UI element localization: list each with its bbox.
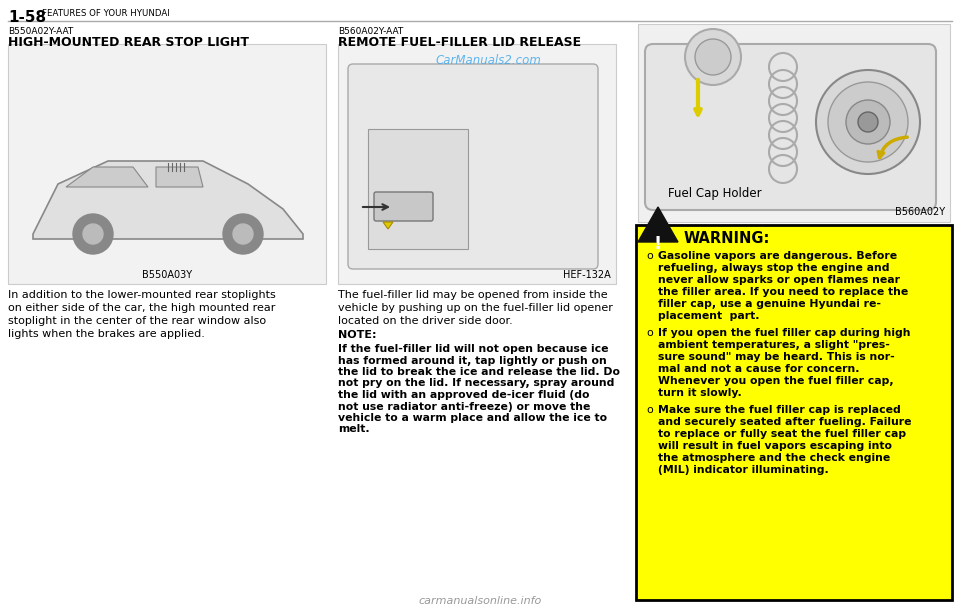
Text: o: o: [646, 405, 653, 415]
Text: placement  part.: placement part.: [658, 311, 759, 321]
Text: the lid with an approved de-icer fluid (do: the lid with an approved de-icer fluid (…: [338, 390, 589, 400]
Text: has formed around it, tap lightly or push on: has formed around it, tap lightly or pus…: [338, 356, 607, 365]
Circle shape: [83, 224, 103, 244]
Polygon shape: [638, 207, 678, 242]
FancyBboxPatch shape: [374, 192, 433, 221]
Text: on either side of the car, the high mounted rear: on either side of the car, the high moun…: [8, 303, 276, 313]
Circle shape: [73, 214, 113, 254]
Text: o: o: [646, 328, 653, 338]
Text: sure sound" may be heard. This is nor-: sure sound" may be heard. This is nor-: [658, 352, 895, 362]
Text: B560A02Y: B560A02Y: [895, 207, 945, 217]
Text: (MIL) indicator illuminating.: (MIL) indicator illuminating.: [658, 465, 828, 475]
Text: stoplight in the center of the rear window also: stoplight in the center of the rear wind…: [8, 316, 266, 326]
Text: B560A02Y-AAT: B560A02Y-AAT: [338, 27, 403, 36]
Text: Whenever you open the fuel filler cap,: Whenever you open the fuel filler cap,: [658, 376, 894, 386]
Text: FEATURES OF YOUR HYUNDAI: FEATURES OF YOUR HYUNDAI: [42, 9, 170, 18]
Text: and securely seated after fueling. Failure: and securely seated after fueling. Failu…: [658, 417, 911, 427]
FancyBboxPatch shape: [636, 225, 952, 600]
Text: the filler area. If you need to replace the: the filler area. If you need to replace …: [658, 287, 908, 297]
Text: Fuel Cap Holder: Fuel Cap Holder: [668, 187, 761, 200]
Polygon shape: [156, 167, 203, 187]
Text: vehicle to a warm place and allow the ice to: vehicle to a warm place and allow the ic…: [338, 413, 607, 423]
Text: not pry on the lid. If necessary, spray around: not pry on the lid. If necessary, spray …: [338, 378, 614, 389]
FancyBboxPatch shape: [8, 44, 326, 284]
Text: to replace or fully seat the fuel filler cap: to replace or fully seat the fuel filler…: [658, 429, 906, 439]
Text: Make sure the fuel filler cap is replaced: Make sure the fuel filler cap is replace…: [658, 405, 900, 415]
Text: NOTE:: NOTE:: [338, 330, 376, 340]
Text: mal and not a cause for concern.: mal and not a cause for concern.: [658, 364, 859, 374]
Text: turn it slowly.: turn it slowly.: [658, 388, 742, 398]
Text: the atmosphere and the check engine: the atmosphere and the check engine: [658, 453, 890, 463]
FancyBboxPatch shape: [338, 44, 616, 284]
Circle shape: [233, 224, 253, 244]
Text: carmanualsonline.info: carmanualsonline.info: [419, 596, 541, 606]
Text: will result in fuel vapors escaping into: will result in fuel vapors escaping into: [658, 441, 892, 451]
Text: If you open the fuel filler cap during high: If you open the fuel filler cap during h…: [658, 328, 910, 338]
Text: refueling, always stop the engine and: refueling, always stop the engine and: [658, 263, 890, 273]
Text: vehicle by pushing up on the fuel-filler lid opener: vehicle by pushing up on the fuel-filler…: [338, 303, 612, 313]
Text: 1-58: 1-58: [8, 10, 46, 25]
Text: If the fuel-filler lid will not open because ice: If the fuel-filler lid will not open bec…: [338, 344, 609, 354]
Text: the lid to break the ice and release the lid. Do: the lid to break the ice and release the…: [338, 367, 620, 377]
Text: located on the driver side door.: located on the driver side door.: [338, 316, 513, 326]
Text: !: !: [654, 235, 662, 253]
Text: filler cap, use a genuine Hyundai re-: filler cap, use a genuine Hyundai re-: [658, 299, 881, 309]
Text: CarManuals2.com: CarManuals2.com: [435, 54, 540, 67]
FancyBboxPatch shape: [348, 64, 598, 269]
Circle shape: [223, 214, 263, 254]
Text: REMOTE FUEL-FILLER LID RELEASE: REMOTE FUEL-FILLER LID RELEASE: [338, 36, 581, 49]
Text: lights when the brakes are applied.: lights when the brakes are applied.: [8, 329, 204, 339]
Circle shape: [858, 112, 878, 132]
Text: HIGH-MOUNTED REAR STOP LIGHT: HIGH-MOUNTED REAR STOP LIGHT: [8, 36, 249, 49]
Text: WARNING:: WARNING:: [684, 231, 770, 246]
Polygon shape: [33, 161, 303, 239]
Text: In addition to the lower-mounted rear stoplights: In addition to the lower-mounted rear st…: [8, 290, 276, 300]
Circle shape: [846, 100, 890, 144]
Text: not use radiator anti-freeze) or move the: not use radiator anti-freeze) or move th…: [338, 401, 590, 411]
Text: B550A03Y: B550A03Y: [142, 270, 192, 280]
Text: HEF-132A: HEF-132A: [564, 270, 611, 280]
Text: ambient temperatures, a slight "pres-: ambient temperatures, a slight "pres-: [658, 340, 890, 350]
Polygon shape: [66, 167, 148, 187]
Text: Gasoline vapors are dangerous. Before: Gasoline vapors are dangerous. Before: [658, 251, 898, 261]
FancyBboxPatch shape: [638, 24, 950, 222]
Text: B550A02Y-AAT: B550A02Y-AAT: [8, 27, 73, 36]
Circle shape: [816, 70, 920, 174]
Circle shape: [695, 39, 731, 75]
Circle shape: [685, 29, 741, 85]
FancyBboxPatch shape: [368, 129, 468, 249]
Text: The fuel-filler lid may be opened from inside the: The fuel-filler lid may be opened from i…: [338, 290, 608, 300]
Circle shape: [828, 82, 908, 162]
Text: never allow sparks or open flames near: never allow sparks or open flames near: [658, 275, 900, 285]
Text: o: o: [646, 251, 653, 261]
Text: melt.: melt.: [338, 425, 370, 435]
Polygon shape: [383, 222, 393, 229]
FancyBboxPatch shape: [645, 44, 936, 210]
